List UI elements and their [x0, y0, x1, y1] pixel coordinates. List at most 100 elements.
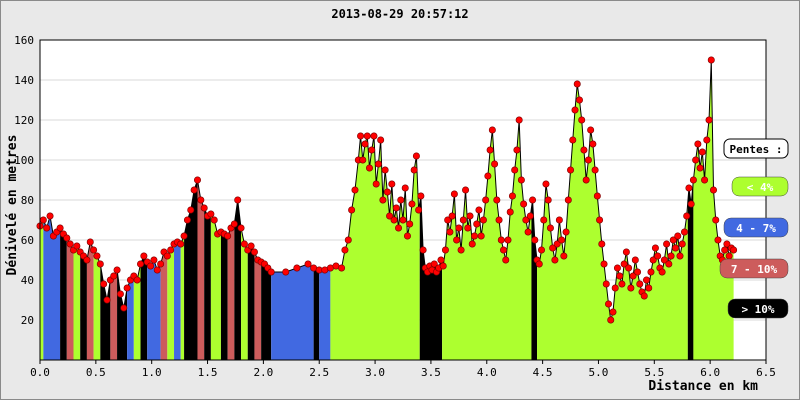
data-point	[500, 246, 508, 254]
data-points	[36, 56, 738, 324]
data-point	[90, 246, 98, 254]
x-tick-label: 2.0	[253, 366, 273, 379]
data-point	[437, 256, 445, 264]
data-point	[613, 264, 621, 272]
data-point	[441, 246, 449, 254]
data-point	[694, 140, 702, 148]
data-point	[571, 106, 579, 114]
data-point	[721, 246, 729, 254]
data-point	[470, 232, 478, 240]
data-point	[365, 164, 373, 172]
data-point	[477, 232, 485, 240]
data-point	[210, 216, 218, 224]
data-point	[555, 216, 563, 224]
legend-swatch	[727, 298, 789, 319]
slope-area-lt4	[241, 228, 248, 360]
slope-area-gt10	[419, 196, 443, 360]
data-point	[39, 216, 47, 224]
legend-title-box	[723, 138, 789, 159]
data-point	[357, 132, 365, 140]
data-point	[368, 146, 376, 154]
data-point	[415, 206, 423, 214]
slope-area-4to7	[43, 216, 61, 360]
data-point	[488, 126, 496, 134]
data-point	[535, 260, 543, 268]
data-point	[100, 280, 108, 288]
data-point	[446, 228, 454, 236]
data-point	[200, 204, 208, 212]
data-point	[386, 212, 394, 220]
y-ticks: 20 40 60 80 100 120 140 160	[14, 34, 34, 327]
data-point	[113, 266, 121, 274]
data-point	[450, 190, 458, 198]
data-point	[493, 196, 501, 204]
x-tick-label: 6.0	[700, 366, 720, 379]
data-point	[120, 304, 128, 312]
chart-title: 2013-08-29 20:57:12	[331, 7, 468, 21]
data-point	[473, 220, 481, 228]
data-point	[584, 156, 592, 164]
slope-area-gt10	[313, 268, 320, 360]
slope-area-7to10	[66, 238, 74, 360]
legend-label: 4 - 7%	[736, 222, 776, 235]
data-point	[593, 192, 601, 200]
data-point	[678, 240, 686, 248]
data-point	[502, 256, 510, 264]
data-point	[517, 176, 525, 184]
data-point	[103, 296, 111, 304]
data-point	[660, 256, 668, 264]
data-point	[562, 228, 570, 236]
data-point	[600, 260, 608, 268]
legend-swatch	[723, 217, 789, 238]
data-point	[444, 216, 452, 224]
data-point	[150, 256, 158, 264]
data-point	[698, 148, 706, 156]
data-point	[486, 146, 494, 154]
data-point	[508, 192, 516, 200]
data-point	[46, 212, 54, 220]
x-tick-label: 0.0	[30, 366, 50, 379]
data-point	[484, 172, 492, 180]
data-point	[663, 240, 671, 248]
data-point	[430, 260, 438, 268]
data-point	[395, 224, 403, 232]
data-point	[392, 204, 400, 212]
data-point	[622, 248, 630, 256]
data-point	[180, 232, 188, 240]
data-point	[372, 180, 380, 188]
slope-area-7to10	[254, 252, 262, 360]
data-point	[531, 236, 539, 244]
data-point	[575, 96, 583, 104]
x-ticks: 0.0 0.5 1.0 1.5 2.0 2.5 3.0 3.5 4.0 4.5 5.0 5.5 6.0 6…	[30, 360, 776, 379]
data-point	[419, 246, 427, 254]
legend-swatch	[719, 258, 789, 279]
data-point	[589, 140, 597, 148]
y-tick-label: 40	[21, 274, 34, 287]
y-tick-label: 60	[21, 234, 34, 247]
data-point	[685, 184, 693, 192]
legend-label: < 4%	[747, 181, 774, 194]
data-point	[578, 116, 586, 124]
data-point	[374, 160, 382, 168]
x-tick-label: 4.5	[533, 366, 553, 379]
data-point	[240, 240, 248, 248]
data-point	[542, 180, 550, 188]
data-point	[348, 206, 356, 214]
data-point	[96, 260, 104, 268]
data-point	[341, 246, 349, 254]
data-point	[390, 216, 398, 224]
data-point	[163, 252, 171, 260]
data-point	[654, 252, 662, 260]
data-point	[351, 186, 359, 194]
slope-area-4to7	[271, 264, 314, 360]
slope-areas	[40, 60, 734, 360]
data-point	[137, 260, 145, 268]
data-point	[304, 260, 312, 268]
slope-area-lt4	[133, 264, 141, 360]
data-point	[193, 176, 201, 184]
data-point	[157, 260, 165, 268]
y-axis-title: Dénivelé en metres	[5, 135, 20, 276]
data-point	[383, 188, 391, 196]
data-point	[529, 196, 537, 204]
